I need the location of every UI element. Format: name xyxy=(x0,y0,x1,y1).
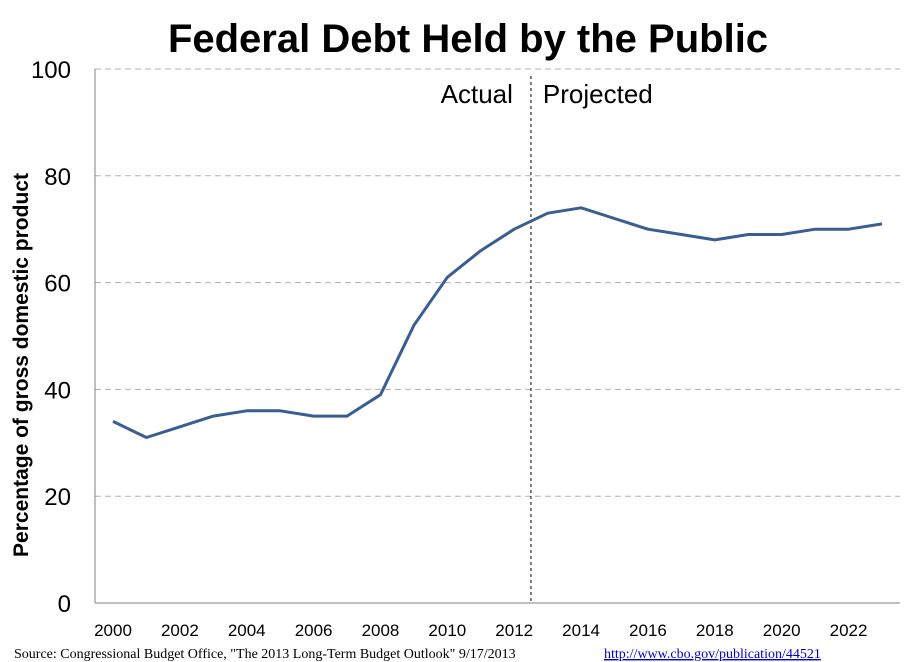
x-tick-label: 2018 xyxy=(696,621,734,640)
y-tick-label: 80 xyxy=(44,164,71,191)
x-tick-labels: 2000 2002 2004 2006 2008 2010 2012 2014 2016 2018… xyxy=(94,621,867,640)
x-tick-label: 2004 xyxy=(228,621,266,640)
source-note: Source: Congressional Budget Office, "Th… xyxy=(14,647,516,662)
x-tick-label: 2008 xyxy=(362,621,400,640)
x-tick-label: 2002 xyxy=(161,621,199,640)
x-tick-label: 2020 xyxy=(763,621,801,640)
projected-label: Projected xyxy=(543,79,653,109)
chart-title: Federal Debt Held by the Public xyxy=(168,17,768,61)
y-tick-label: 60 xyxy=(44,271,71,298)
x-tick-label: 2000 xyxy=(94,621,132,640)
x-tick-label: 2006 xyxy=(295,621,333,640)
x-tick-label: 2022 xyxy=(830,621,868,640)
x-tick-label: 2016 xyxy=(629,621,667,640)
actual-label: Actual xyxy=(441,79,513,109)
series xyxy=(112,206,883,439)
y-tick-labels: 0 20 40 60 80 100 xyxy=(31,57,71,618)
y-tick-label: 0 xyxy=(58,591,71,618)
y-tick-label: 40 xyxy=(44,377,71,404)
x-tick-label: 2014 xyxy=(562,621,600,640)
source-link[interactable]: http://www.cbo.gov/publication/44521 xyxy=(604,647,821,662)
x-tick-label: 2010 xyxy=(428,621,466,640)
x-tick-label: 2012 xyxy=(495,621,533,640)
y-tick-label: 20 xyxy=(44,484,71,511)
y-tick-label: 100 xyxy=(31,57,71,84)
y-axis-label: Percentage of gross domestic product xyxy=(10,173,33,557)
series-line xyxy=(112,206,883,439)
grid xyxy=(95,68,900,497)
